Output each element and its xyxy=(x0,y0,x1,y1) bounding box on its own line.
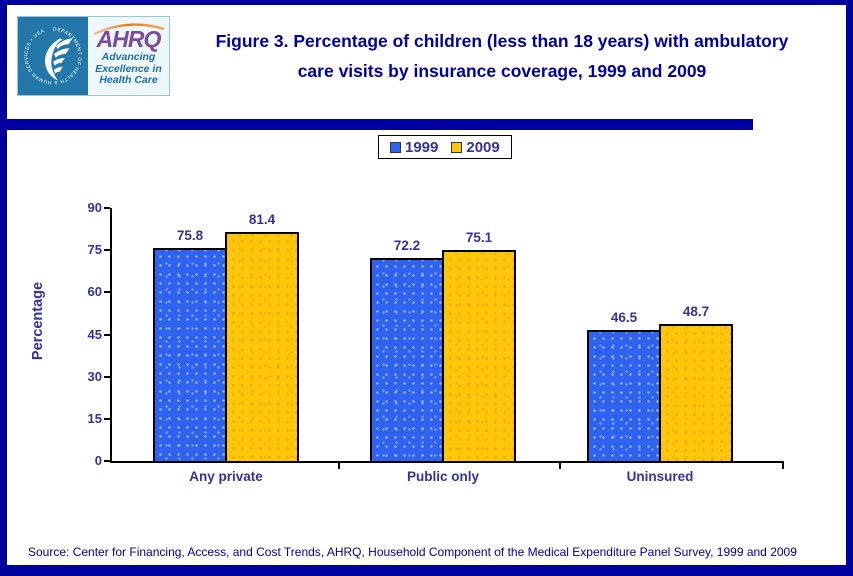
legend-item-2009: 2009 xyxy=(451,138,500,156)
y-tick xyxy=(104,207,110,209)
legend-label-2009: 2009 xyxy=(466,138,500,156)
bar-1999-uninsured xyxy=(587,330,661,463)
category-label: Public only xyxy=(406,469,479,484)
y-tick-label: 30 xyxy=(87,368,102,384)
bar-2009-uninsured xyxy=(659,324,733,463)
bar-1999-any-private xyxy=(153,247,227,463)
legend-label-1999: 1999 xyxy=(405,138,439,156)
x-tick xyxy=(782,461,784,469)
x-tick xyxy=(559,461,561,469)
tagline-line2: Excellence in xyxy=(95,62,162,75)
legend-swatch-1999 xyxy=(390,141,401,153)
bar-2009-any-private xyxy=(225,232,299,463)
y-axis-label: Percentage xyxy=(30,281,46,361)
tagline-line1: Advancing xyxy=(101,51,156,63)
y-tick-label: 90 xyxy=(87,200,102,215)
ahrq-logo: AHRQ Advancing Excellence in Health Care xyxy=(88,17,169,95)
y-tick-label: 0 xyxy=(94,453,102,468)
y-tick xyxy=(104,249,110,252)
bar-value-label: 46.5 xyxy=(610,310,638,326)
bar-value-label: 48.7 xyxy=(682,304,710,320)
bar-value-label: 72.2 xyxy=(393,238,421,254)
y-tick-label: 45 xyxy=(87,326,102,342)
bar-value-label: 75.1 xyxy=(465,229,493,245)
y-tick-label: 15 xyxy=(87,410,102,426)
y-tick xyxy=(104,375,110,378)
hhs-seal-icon: DEPARTMENT OF HEALTH & HUMAN SERVICES • … xyxy=(18,17,88,95)
y-tick xyxy=(104,333,110,336)
hhs-eagle-icon xyxy=(45,38,73,81)
bar-value-label: 81.4 xyxy=(248,212,276,228)
y-tick xyxy=(104,291,110,294)
ahrq-tagline: Advancing Excellence in Health Care xyxy=(88,51,169,87)
legend-item-1999: 1999 xyxy=(390,139,438,156)
category-label: Uninsured xyxy=(626,469,694,484)
figure-title: Figure 3. Percentage of children (less t… xyxy=(172,26,832,86)
ahrq-hhs-logo: DEPARTMENT OF HEALTH & HUMAN SERVICES • … xyxy=(17,16,170,96)
y-tick-label: 75 xyxy=(87,242,102,258)
category-label: Any private xyxy=(189,469,263,484)
y-axis-line xyxy=(110,208,112,463)
chart-legend: 1999 2009 xyxy=(378,135,512,159)
ahrq-acronym: AHRQ xyxy=(96,26,162,52)
header-divider-bar xyxy=(7,119,753,130)
figure-title-line2: care visits by insurance coverage, 1999 … xyxy=(297,61,707,81)
ahrq-swoosh-icon xyxy=(93,23,165,36)
tagline-line3: Health Care xyxy=(99,74,158,86)
x-tick xyxy=(338,461,340,469)
bar-1999-public-only xyxy=(370,258,444,463)
legend-swatch-2009 xyxy=(451,141,463,153)
y-tick-label: 60 xyxy=(87,284,102,300)
y-tick xyxy=(104,417,110,420)
bar-2009-public-only xyxy=(442,249,516,463)
figure-title-line1: Figure 3. Percentage of children (less t… xyxy=(215,31,789,51)
source-note: Source: Center for Financing, Access, an… xyxy=(28,545,797,559)
y-tick xyxy=(104,460,110,462)
bar-value-label: 75.8 xyxy=(176,227,204,243)
